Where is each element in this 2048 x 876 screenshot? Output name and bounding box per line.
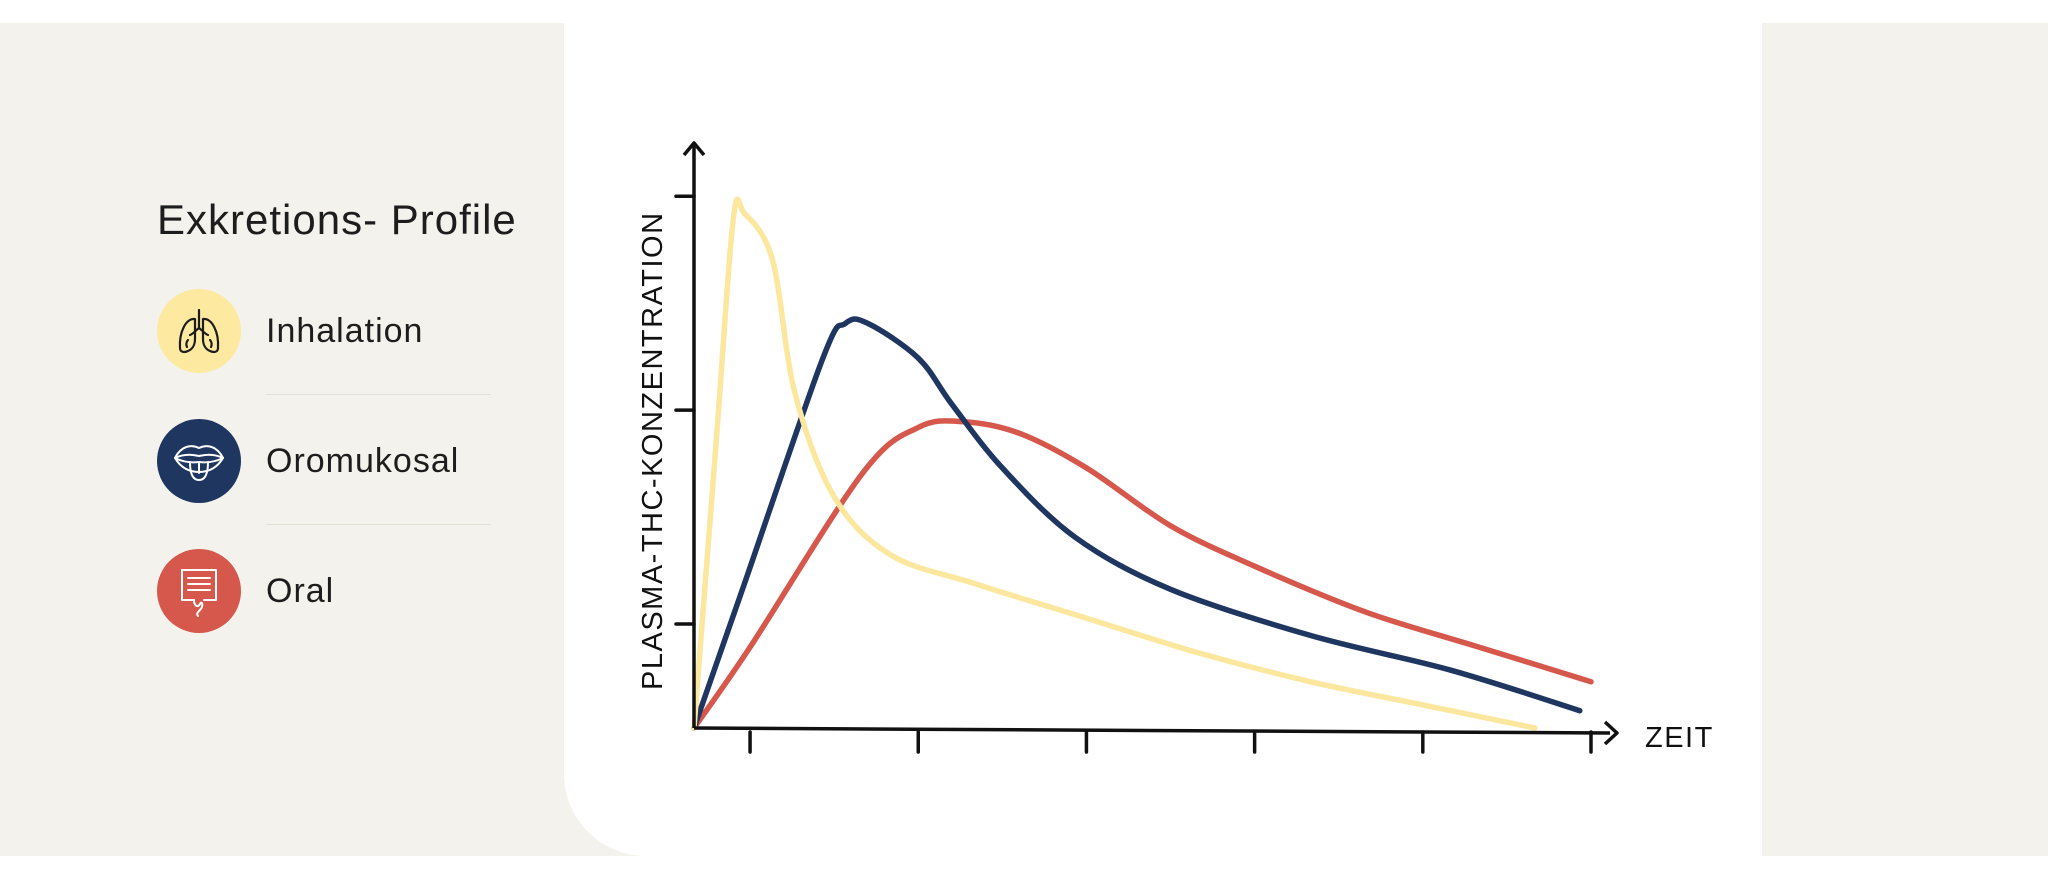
intestine-icon	[157, 549, 241, 633]
y-axis-label: PLASMA-THC-KONZENTRATION	[637, 211, 669, 690]
x-axis	[693, 726, 1611, 735]
series-line-inhalation	[691, 196, 1538, 731]
mouth-tongue-icon	[157, 419, 241, 503]
chart-card	[564, 23, 1762, 856]
legend-title: Exkretions- Profile	[157, 196, 517, 243]
legend-divider	[266, 394, 491, 395]
legend-divider	[266, 524, 491, 525]
lungs-icon	[157, 289, 241, 373]
y-axis-arrow	[682, 141, 706, 157]
legend-label-inhalation: Inhalation	[266, 311, 424, 350]
legend-label-oromukosal: Oromukosal	[266, 441, 460, 480]
legend-item-oral: Oral	[157, 548, 334, 634]
series-line-oromukosal	[691, 316, 1583, 731]
x-axis-label: ZEIT	[1645, 722, 1714, 754]
legend-label-oral: Oral	[266, 571, 335, 610]
chart-axes	[682, 141, 1619, 746]
series-line-oral	[691, 418, 1594, 731]
chart-curves	[691, 196, 1594, 731]
legend-item-oromukosal: Oromukosal	[157, 418, 459, 504]
x-axis-arrow	[1603, 720, 1619, 746]
legend-item-inhalation: Inhalation	[157, 288, 423, 374]
axis-ticks	[674, 194, 1593, 754]
